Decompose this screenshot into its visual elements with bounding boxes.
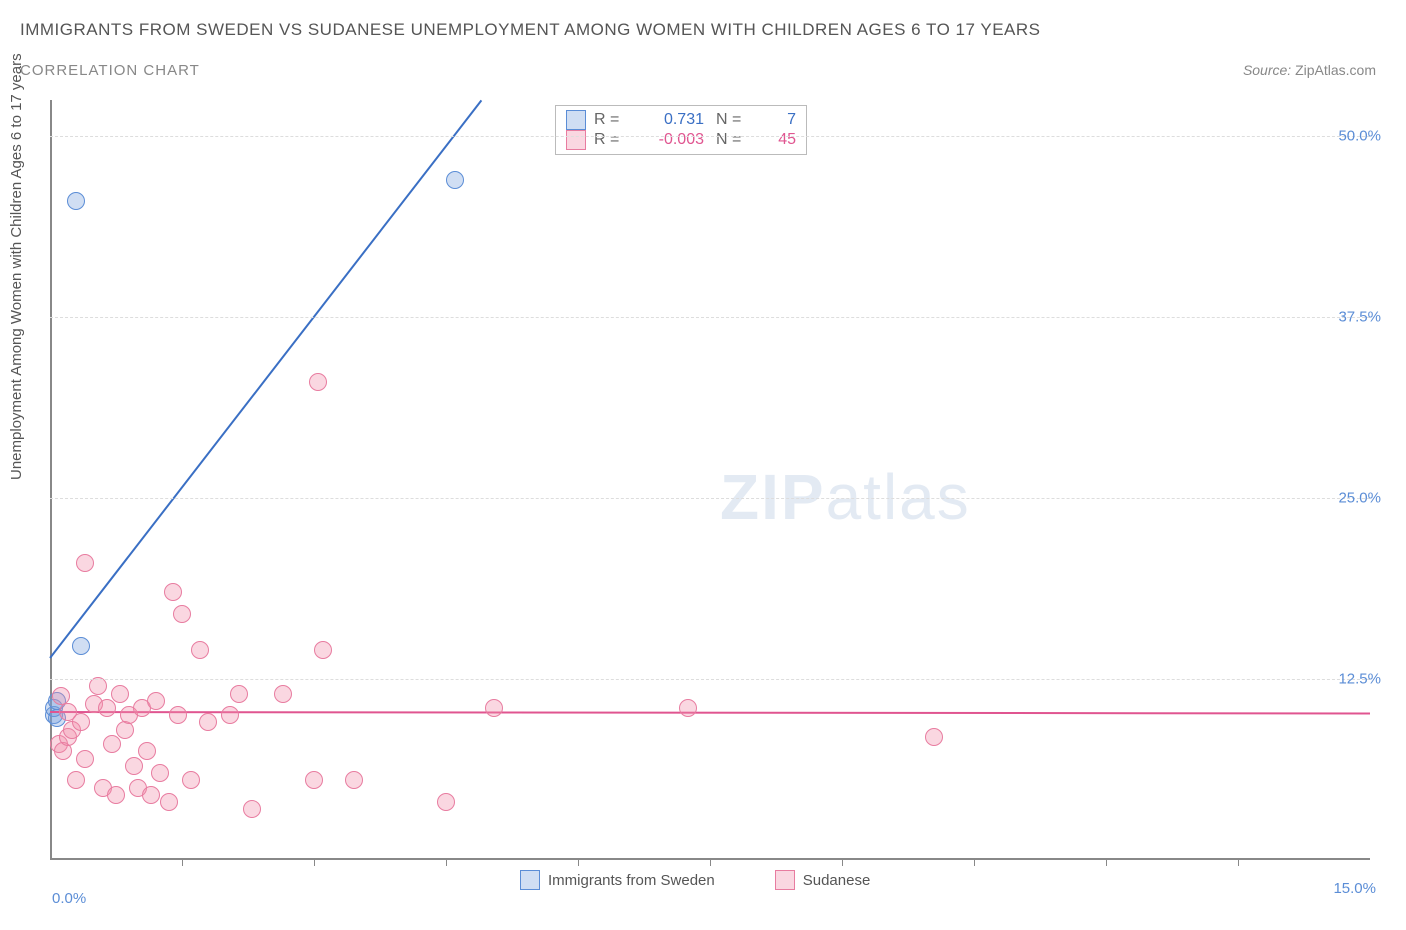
data-point	[199, 713, 217, 731]
grid-line	[50, 317, 1370, 318]
x-tick	[314, 858, 315, 866]
data-point	[98, 699, 116, 717]
legend-series-item: Immigrants from Sweden	[520, 870, 715, 890]
chart-title: IMMIGRANTS FROM SWEDEN VS SUDANESE UNEMP…	[20, 20, 1041, 40]
legend-r-label: R =	[594, 131, 634, 149]
x-tick	[974, 858, 975, 866]
data-point	[679, 699, 697, 717]
legend-corr-row: R =0.731 N =7	[566, 110, 796, 130]
correlation-legend: R =0.731 N =7 R =-0.003 N =45	[555, 105, 807, 155]
data-point	[67, 192, 85, 210]
legend-series-item: Sudanese	[775, 870, 871, 890]
data-point	[309, 373, 327, 391]
data-point	[274, 685, 292, 703]
grid-line	[50, 136, 1370, 137]
legend-n-label: N =	[716, 131, 756, 149]
data-point	[173, 605, 191, 623]
legend-r-label: R =	[594, 111, 634, 129]
data-point	[230, 685, 248, 703]
y-tick-label: 50.0%	[1338, 128, 1381, 145]
legend-swatch	[520, 870, 540, 890]
legend-series-label: Immigrants from Sweden	[548, 872, 715, 889]
legend-swatch	[566, 110, 586, 130]
data-point	[191, 641, 209, 659]
x-axis-max-label: 15.0%	[1333, 880, 1376, 897]
trend-line	[50, 711, 1370, 714]
legend-corr-row: R =-0.003 N =45	[566, 130, 796, 150]
data-point	[67, 771, 85, 789]
grid-line	[50, 679, 1370, 680]
data-point	[485, 699, 503, 717]
data-point	[52, 687, 70, 705]
y-tick-label: 25.0%	[1338, 490, 1381, 507]
source-value: ZipAtlas.com	[1295, 62, 1376, 78]
plot-area	[50, 100, 1370, 860]
legend-swatch	[566, 130, 586, 150]
data-point	[111, 685, 129, 703]
chart-subtitle: CORRELATION CHART	[20, 62, 200, 79]
data-point	[243, 800, 261, 818]
legend-swatch	[775, 870, 795, 890]
x-tick	[1238, 858, 1239, 866]
data-point	[151, 764, 169, 782]
data-point	[164, 583, 182, 601]
x-axis-min-label: 0.0%	[52, 890, 86, 907]
legend-r-value: -0.003	[634, 131, 704, 149]
data-point	[72, 637, 90, 655]
data-point	[446, 171, 464, 189]
data-point	[103, 735, 121, 753]
x-tick	[842, 858, 843, 866]
data-point	[147, 692, 165, 710]
data-point	[221, 706, 239, 724]
source-label: Source:	[1243, 62, 1291, 78]
data-point	[76, 554, 94, 572]
data-point	[76, 750, 94, 768]
y-tick-label: 37.5%	[1338, 309, 1381, 326]
series-legend: Immigrants from Sweden Sudanese	[520, 870, 870, 890]
data-point	[138, 742, 156, 760]
data-point	[107, 786, 125, 804]
legend-n-label: N =	[716, 111, 756, 129]
data-point	[142, 786, 160, 804]
data-point	[305, 771, 323, 789]
data-point	[925, 728, 943, 746]
x-tick	[182, 858, 183, 866]
grid-line	[50, 498, 1370, 499]
x-tick	[710, 858, 711, 866]
x-tick	[578, 858, 579, 866]
x-tick	[1106, 858, 1107, 866]
legend-r-value: 0.731	[634, 111, 704, 129]
data-point	[160, 793, 178, 811]
data-point	[314, 641, 332, 659]
source-attribution: Source: ZipAtlas.com	[1243, 62, 1376, 78]
trend-line	[49, 100, 482, 659]
chart-container: IMMIGRANTS FROM SWEDEN VS SUDANESE UNEMP…	[0, 0, 1406, 930]
legend-n-value: 7	[756, 111, 796, 129]
data-point	[72, 713, 90, 731]
data-point	[437, 793, 455, 811]
data-point	[125, 757, 143, 775]
x-tick	[446, 858, 447, 866]
data-point	[182, 771, 200, 789]
y-axis-label: Unemployment Among Women with Children A…	[8, 53, 25, 480]
legend-n-value: 45	[756, 131, 796, 149]
data-point	[345, 771, 363, 789]
data-point	[169, 706, 187, 724]
y-tick-label: 12.5%	[1338, 671, 1381, 688]
legend-series-label: Sudanese	[803, 872, 871, 889]
